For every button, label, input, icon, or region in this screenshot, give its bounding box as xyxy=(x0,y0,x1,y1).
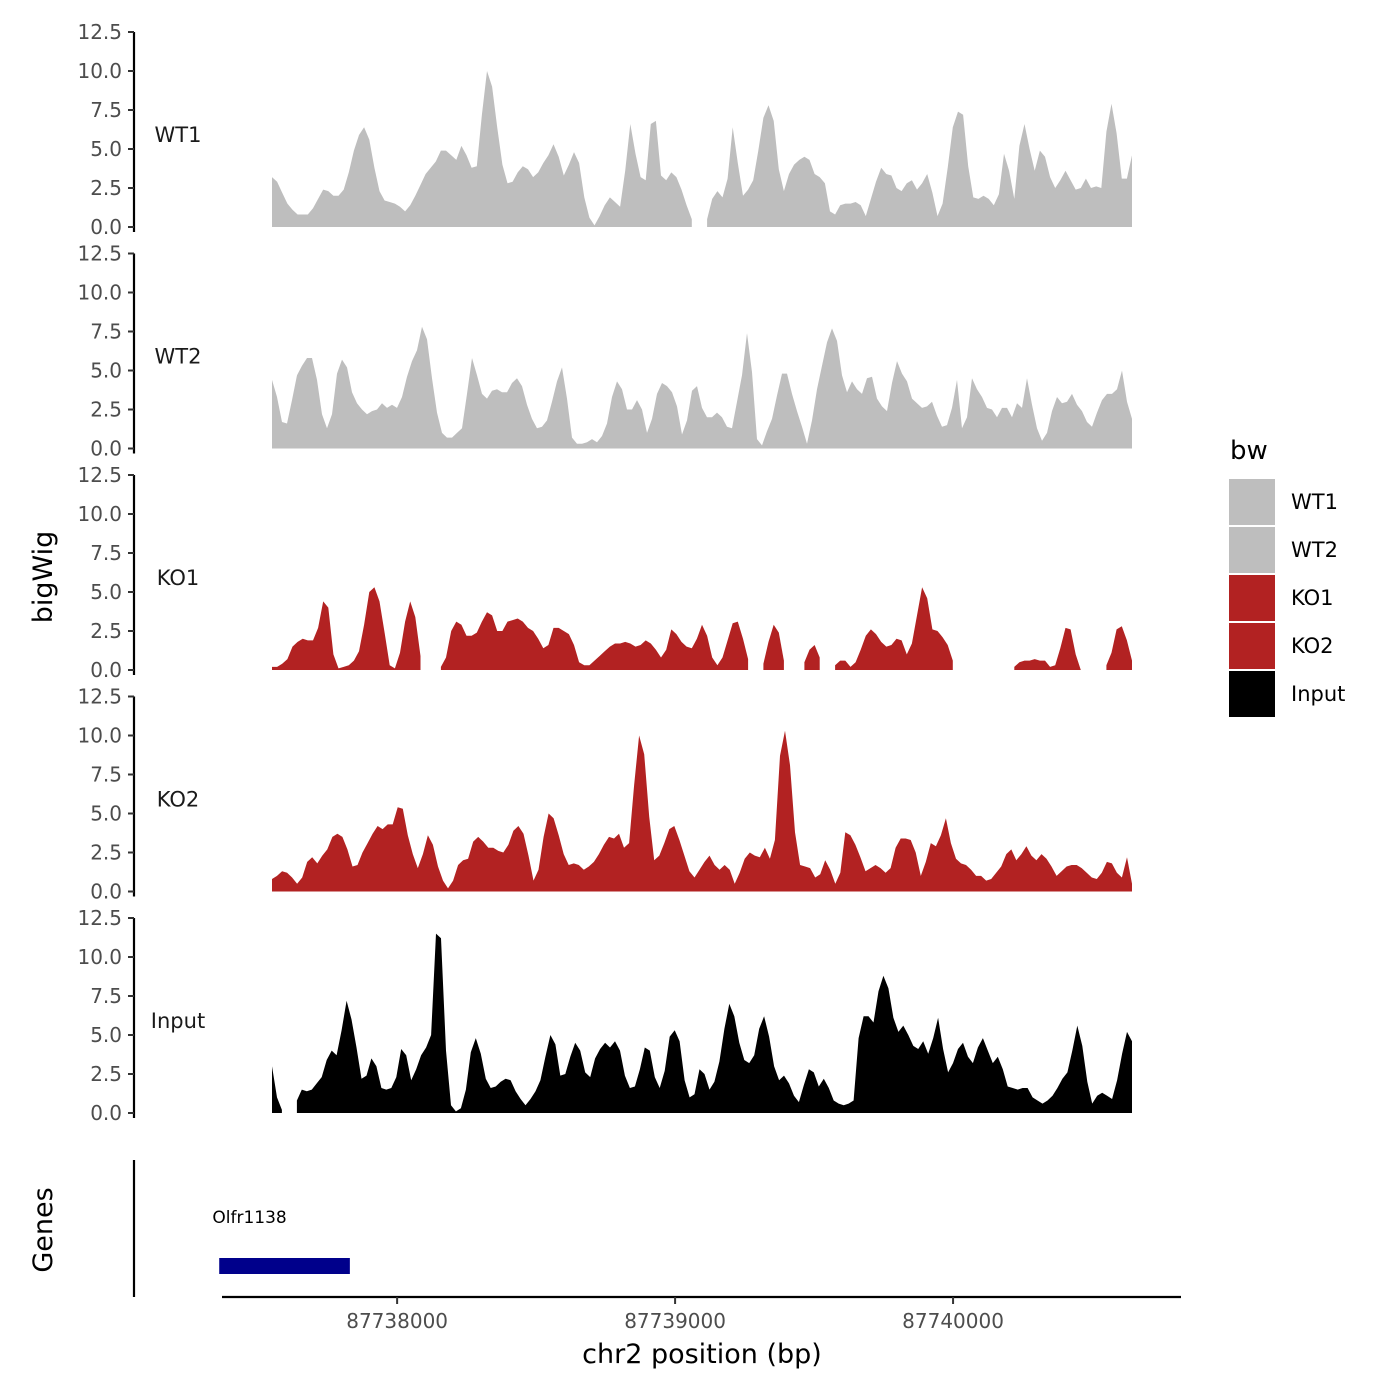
legend-label: KO1 xyxy=(1291,586,1334,610)
coverage-area xyxy=(835,587,953,670)
y-tick-label: 7.5 xyxy=(90,984,122,1008)
y-tick-label: 10.0 xyxy=(77,724,122,748)
y-tick-label: 10.0 xyxy=(77,502,122,526)
genes-panel: Olfr1138 xyxy=(132,1160,350,1297)
track-ko2: 0.0 2.5 5.0 7.5 10.0 12.5 KO2 xyxy=(77,685,1132,904)
y-axis-title: bigWig xyxy=(28,531,59,624)
coverage-area xyxy=(1106,626,1132,670)
track-input: 0.0 2.5 5.0 7.5 10.0 12.5 Input xyxy=(77,906,1132,1125)
y-tick-label: 2.5 xyxy=(90,176,122,200)
coverage-area xyxy=(804,645,820,670)
coverage-area xyxy=(272,326,1132,449)
track-label: KO2 xyxy=(157,788,200,812)
x-tick-label: 87738000 xyxy=(346,1309,448,1333)
track-label: WT1 xyxy=(155,123,202,147)
y-tick-label: 5.0 xyxy=(90,1023,122,1047)
y-tick-label: 10.0 xyxy=(77,59,122,83)
x-axis-title: chr2 position (bp) xyxy=(582,1339,822,1370)
coverage-area xyxy=(763,624,784,670)
x-axis: 87738000 87739000 87740000 xyxy=(222,1295,1181,1333)
y-tick-label: 7.5 xyxy=(90,763,122,787)
legend-label: Input xyxy=(1291,682,1345,706)
y-tick-label: 2.5 xyxy=(90,841,122,865)
track-wt1: 0.0 2.5 5.0 7.5 10.0 12.5 WT1 xyxy=(77,20,1132,239)
legend-swatch xyxy=(1229,575,1275,621)
track-label: Input xyxy=(151,1009,205,1033)
coverage-area xyxy=(272,71,692,227)
y-tick-label: 7.5 xyxy=(90,98,122,122)
coverage-area xyxy=(272,730,1132,892)
coverage-area xyxy=(296,933,1132,1113)
y-tick-label: 5.0 xyxy=(90,580,122,604)
y-tick-label: 12.5 xyxy=(77,20,122,44)
y-tick-label: 7.5 xyxy=(90,541,122,565)
legend-label: WT1 xyxy=(1291,490,1338,514)
y-tick-label: 0.0 xyxy=(90,1101,122,1125)
y-tick-label: 12.5 xyxy=(77,685,122,709)
y-tick-label: 10.0 xyxy=(77,281,122,305)
y-tick-label: 0.0 xyxy=(90,658,122,682)
y-tick-label: 12.5 xyxy=(77,242,122,266)
coverage-area xyxy=(272,1066,282,1113)
coverage-area xyxy=(440,612,749,670)
y-tick-label: 5.0 xyxy=(90,137,122,161)
gene-label: Olfr1138 xyxy=(212,1208,286,1228)
legend-title: bw xyxy=(1230,436,1268,466)
y-tick-label: 5.0 xyxy=(90,359,122,383)
legend: bw WT1 WT2 KO1 KO2 Input xyxy=(1229,436,1345,717)
track-wt2: 0.0 2.5 5.0 7.5 10.0 12.5 WT2 xyxy=(77,242,1132,461)
y-tick-label: 2.5 xyxy=(90,619,122,643)
legend-label: KO2 xyxy=(1291,634,1334,658)
coverage-area xyxy=(272,587,421,670)
track-label: WT2 xyxy=(155,345,202,369)
coverage-area xyxy=(707,103,1132,227)
y-tick-label: 0.0 xyxy=(90,437,122,461)
y-tick-label: 5.0 xyxy=(90,802,122,826)
legend-swatch xyxy=(1229,527,1275,573)
legend-swatch xyxy=(1229,479,1275,525)
gene-body xyxy=(219,1258,350,1274)
legend-label: WT2 xyxy=(1291,538,1338,562)
x-tick-label: 87740000 xyxy=(902,1309,1004,1333)
coverage-area xyxy=(1014,627,1081,670)
genes-axis-title: Genes xyxy=(28,1187,59,1272)
x-tick-label: 87739000 xyxy=(624,1309,726,1333)
y-tick-label: 0.0 xyxy=(90,215,122,239)
y-tick-label: 7.5 xyxy=(90,320,122,344)
track-ko1: 0.0 2.5 5.0 7.5 10.0 12.5 KO1 xyxy=(77,463,1132,682)
legend-swatch xyxy=(1229,623,1275,669)
y-tick-label: 12.5 xyxy=(77,463,122,487)
track-label: KO1 xyxy=(157,566,200,590)
y-tick-label: 0.0 xyxy=(90,880,122,904)
y-tick-label: 2.5 xyxy=(90,398,122,422)
y-tick-label: 12.5 xyxy=(77,906,122,930)
y-tick-label: 10.0 xyxy=(77,945,122,969)
tracks-layer: 0.0 2.5 5.0 7.5 10.0 12.5 WT1 0.0 2.5 5.0 7.5 10.0 1… xyxy=(77,20,1132,1125)
legend-swatch xyxy=(1229,671,1275,717)
y-tick-label: 2.5 xyxy=(90,1062,122,1086)
